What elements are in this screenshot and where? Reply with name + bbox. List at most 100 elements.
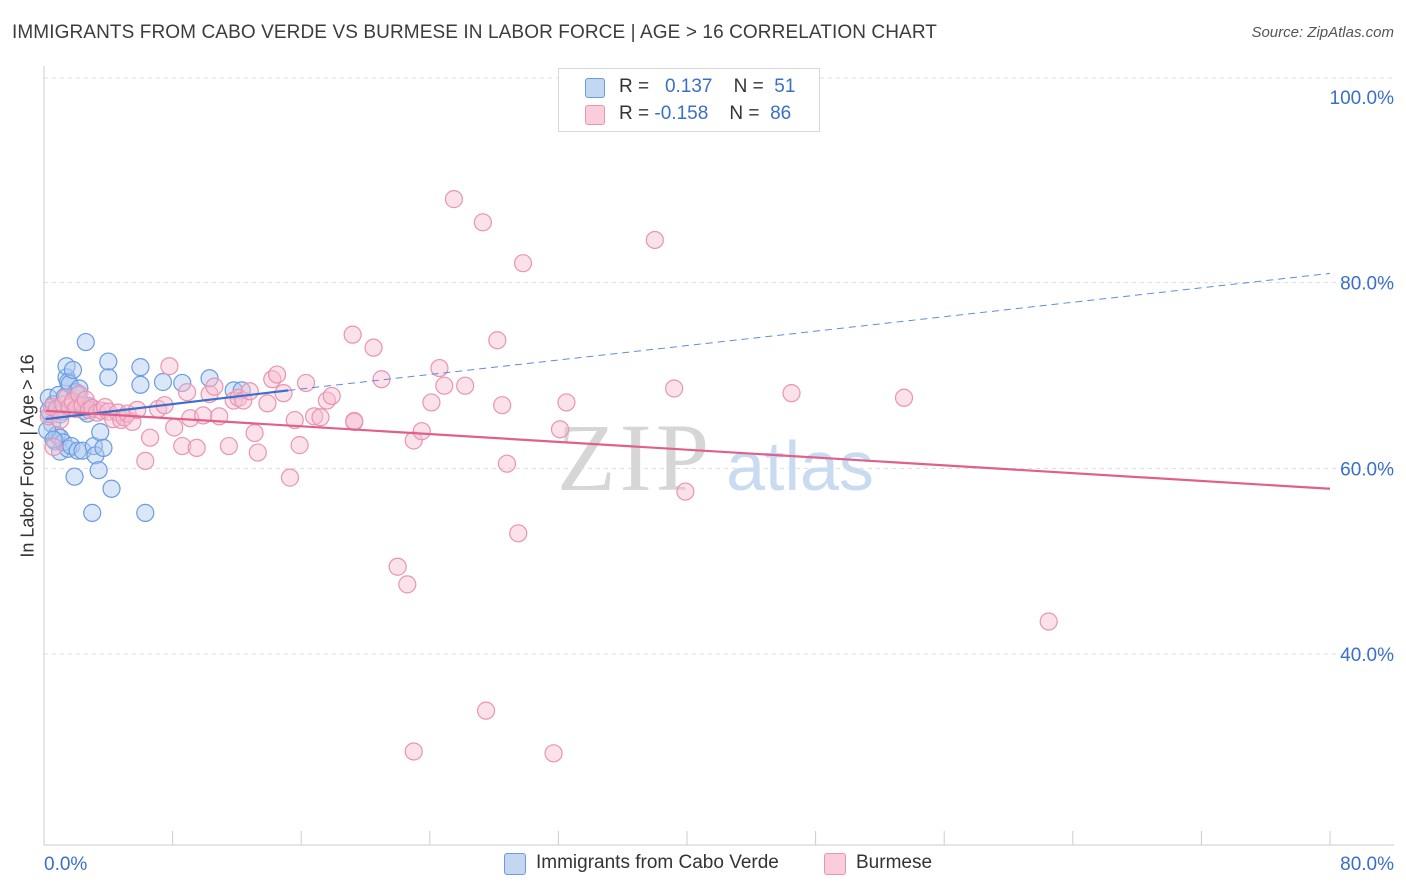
burmese-point <box>894 388 914 407</box>
series-legend-label-cabo-verde: Immigrants from Cabo Verde <box>536 852 779 873</box>
cabo-verde-point <box>99 352 118 371</box>
burmese-point <box>493 396 512 415</box>
legend-n-label: N = <box>733 76 764 97</box>
cabo-verde-point <box>63 360 83 380</box>
cabo-verde-point <box>65 467 84 486</box>
burmese-point <box>676 482 695 501</box>
burmese-point <box>509 524 528 543</box>
y-tick-label: 100.0% <box>1330 88 1395 109</box>
legend-n-label: N = <box>729 103 760 124</box>
burmese-point <box>398 575 417 594</box>
cabo-verde-trendline <box>45 389 289 421</box>
source-label: Source: ZipAtlas.com <box>1251 24 1394 41</box>
cabo-verde-point <box>89 461 108 480</box>
cabo-verde-point <box>131 358 150 377</box>
burmese-point <box>274 384 293 403</box>
burmese-point <box>177 383 197 402</box>
burmese-point <box>280 468 300 487</box>
burmese-point <box>456 376 475 395</box>
burmese-point <box>285 410 304 430</box>
watermark: ZIP atlas <box>557 404 874 511</box>
legend-r-label: R = <box>619 76 650 97</box>
x-tick-label: 0.0% <box>44 854 87 875</box>
burmese-point <box>205 377 224 396</box>
cabo-verde-point <box>83 503 102 522</box>
burmese-point <box>187 438 206 458</box>
burmese-point <box>245 423 264 443</box>
cabo-verde-point <box>76 332 95 352</box>
burmese-point <box>404 742 423 761</box>
burmese-point <box>412 422 431 441</box>
chart-title: IMMIGRANTS FROM CABO VERDE VS BURMESE IN… <box>12 22 938 43</box>
burmese-point <box>173 436 192 456</box>
burmese-point <box>444 190 464 209</box>
tick-label-layer: 100.0% 80.0% 60.0% 40.0% 0.0% 80.0% <box>44 88 1394 875</box>
series-swatch-cabo-verde <box>504 853 526 875</box>
y-tick-label: 80.0% <box>1340 274 1394 295</box>
burmese-point <box>497 454 517 473</box>
x-tick-label: 80.0% <box>1340 854 1394 875</box>
legend-swatch-cabo-verde <box>585 78 605 98</box>
axis-layer <box>43 66 1394 846</box>
burmese-point <box>219 436 238 456</box>
burmese-point <box>322 386 341 406</box>
cabo-verde-point <box>91 423 110 442</box>
legend-swatch-burmese <box>585 105 605 125</box>
burmese-point <box>123 412 142 432</box>
burmese-point <box>345 411 364 431</box>
legend-r-label: R = <box>619 103 650 124</box>
burmese-point <box>304 407 324 426</box>
burmese-point <box>645 230 664 250</box>
burmese-point <box>422 393 441 412</box>
burmese-point <box>258 394 277 413</box>
grid-layer <box>44 77 1394 655</box>
legend-r-value-burmese: -0.158 <box>654 103 709 124</box>
cabo-verde-point <box>102 479 121 498</box>
cabo-verde-point <box>44 430 63 449</box>
cabo-verde-point <box>131 375 150 394</box>
burmese-point <box>165 418 184 437</box>
burmese-point <box>557 393 576 412</box>
watermark-atlas: atlas <box>726 427 874 505</box>
burmese-point <box>550 420 570 439</box>
burmese-point <box>240 382 259 401</box>
burmese-point <box>544 744 563 763</box>
burmese-point <box>1039 612 1058 631</box>
cabo-verde-point <box>94 438 113 458</box>
burmese-point <box>160 357 179 376</box>
burmese-point <box>296 373 316 393</box>
burmese-point <box>488 331 507 350</box>
watermark-zip: ZIP <box>557 404 713 511</box>
legend-n-value-burmese: 86 <box>770 103 792 124</box>
burmese-point <box>435 376 454 395</box>
burmese-point <box>248 443 267 462</box>
cabo-verde-point <box>99 368 118 387</box>
burmese-point <box>267 365 287 384</box>
points-layer <box>38 190 1058 763</box>
burmese-point <box>388 557 407 576</box>
cabo-verde-point <box>136 503 155 522</box>
legend-r-value-cabo-verde: 0.137 <box>664 76 713 97</box>
y-tick-label: 60.0% <box>1340 459 1394 480</box>
cabo-verde-point <box>173 373 192 393</box>
burmese-point <box>473 213 492 232</box>
series-legend-label-burmese: Burmese <box>856 852 933 873</box>
y-axis-label: In Labor Force | Age > 16 <box>17 354 38 558</box>
trend-layer <box>45 272 1331 490</box>
legend-n-value-cabo-verde: 51 <box>774 76 796 97</box>
cabo-verde-trendline-projection <box>288 272 1331 391</box>
burmese-point <box>343 325 362 344</box>
burmese-point <box>140 428 160 447</box>
burmese-point <box>476 701 496 720</box>
burmese-point <box>782 384 801 403</box>
burmese-point <box>430 358 449 378</box>
cabo-verde-point <box>200 369 219 388</box>
burmese-point <box>44 437 63 457</box>
cabo-verde-point <box>153 372 173 392</box>
burmese-point <box>136 451 155 471</box>
burmese-point <box>290 436 309 455</box>
burmese-point <box>311 408 330 427</box>
series-swatch-burmese <box>824 853 846 875</box>
burmese-point <box>665 379 684 398</box>
